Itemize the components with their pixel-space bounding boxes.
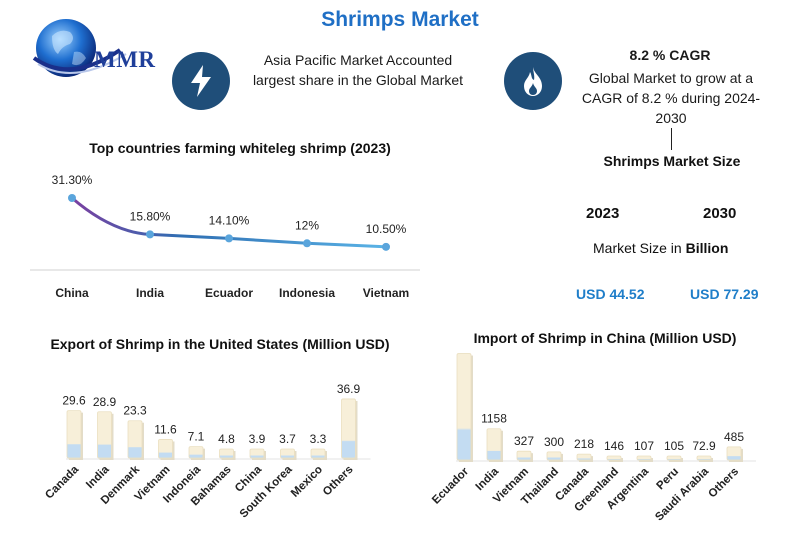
category-label: Saudi Arabia [653, 465, 711, 523]
value-label: 7.1 [188, 430, 205, 444]
connector-line [671, 128, 672, 150]
value-label: 23.3 [123, 404, 147, 418]
cagr-heading: 8.2 % CAGR [629, 47, 711, 63]
bar [486, 428, 502, 461]
import-bar-chart: 3943Ecuador1158India327Vietnam300Thailan… [430, 348, 756, 524]
bar [576, 453, 592, 461]
value-label: 105 [664, 439, 684, 453]
bar [606, 455, 622, 461]
category-label: Canada [43, 463, 81, 501]
category-label: Peru [655, 466, 682, 493]
line-chart-title: Top countries farming whiteleg shrimp (2… [89, 140, 391, 156]
asia-pacific-info: Asia Pacific Market Accounted largest sh… [252, 52, 464, 88]
value-label: 3943 [451, 348, 478, 351]
export-bar-chart: 29.6Canada28.9India23.3Denmark11.6Vietna… [43, 382, 371, 520]
market-size-label: Market Size in Billion [593, 240, 728, 256]
bar [341, 398, 356, 459]
category-label: Others [706, 466, 741, 501]
value-label: 146 [604, 439, 624, 453]
bar [188, 446, 204, 459]
category-label: Ecuador [205, 286, 253, 300]
globe-icon [32, 19, 127, 77]
bar [219, 448, 234, 459]
bar [696, 455, 712, 461]
data-label: 14.10% [209, 213, 250, 227]
data-label: 15.80% [130, 209, 171, 223]
value-label: 327 [514, 434, 534, 448]
value-label: 3.9 [249, 432, 266, 446]
value-label: 218 [574, 437, 594, 451]
flame-icon [504, 52, 562, 110]
value-label: 4.8 [218, 432, 235, 446]
value-label: 36.9 [337, 382, 361, 396]
value-end: USD 77.29 [690, 286, 759, 302]
category-label: Others [321, 464, 356, 499]
value-label: 485 [724, 430, 744, 444]
page-title: Shrimps Market [321, 8, 479, 31]
year-end: 2030 [703, 205, 737, 222]
bar [127, 420, 143, 459]
value-label: 29.6 [62, 394, 86, 408]
category-label: Ecuador [430, 465, 471, 506]
import-chart-title: Import of Shrimp in China (Million USD) [473, 330, 737, 346]
category-label: Vietnam [363, 286, 409, 300]
year-start: 2023 [586, 205, 620, 222]
value-label: 300 [544, 435, 564, 449]
logo-text: MMR [94, 47, 156, 72]
bar [249, 448, 265, 459]
bar [516, 450, 532, 461]
category-label: Mexico [289, 464, 325, 500]
data-point [68, 194, 76, 202]
category-label: Indonesia [279, 286, 335, 300]
series-line [71, 196, 387, 249]
value-start: USD 44.52 [576, 286, 645, 302]
cagr-text: Global Market to grow at a CAGR of 8.2 %… [581, 70, 761, 126]
value-label: 3.7 [279, 432, 296, 446]
category-label: India [474, 465, 502, 493]
bar [666, 455, 682, 461]
mmr-logo [30, 14, 180, 86]
value-label: 107 [634, 439, 654, 453]
bar [66, 410, 82, 459]
bar [158, 439, 173, 459]
category-label: China [55, 286, 89, 300]
bar [636, 455, 652, 461]
bar [546, 451, 562, 461]
value-label: 72.9 [692, 439, 716, 453]
bar [310, 448, 326, 459]
data-point [303, 239, 311, 248]
line-chart: 31.30% China 15.80% India 14.10% Ecuador 12% In… [30, 173, 420, 300]
category-label: India [84, 463, 112, 491]
bar [97, 411, 112, 459]
value-label: 28.9 [93, 395, 117, 409]
bar [726, 446, 742, 461]
data-point [382, 242, 390, 251]
data-point [225, 234, 233, 243]
data-label: 10.50% [366, 222, 407, 236]
value-label: 3.3 [310, 432, 327, 446]
category-label: India [136, 286, 164, 300]
value-label: 1158 [481, 412, 507, 426]
lightning-icon [172, 52, 230, 110]
bar [456, 353, 472, 461]
value-label: 11.6 [154, 422, 177, 436]
market-size-label-prefix: Market Size in [593, 240, 686, 256]
bar [280, 448, 295, 459]
market-size-label-unit: Billion [685, 240, 729, 256]
data-point [146, 230, 154, 239]
data-label: 31.30% [52, 173, 93, 187]
market-size-heading: Shrimps Market Size [603, 153, 741, 169]
data-label: 12% [295, 218, 319, 232]
export-chart-title: Export of Shrimp in the United States (M… [50, 336, 390, 352]
